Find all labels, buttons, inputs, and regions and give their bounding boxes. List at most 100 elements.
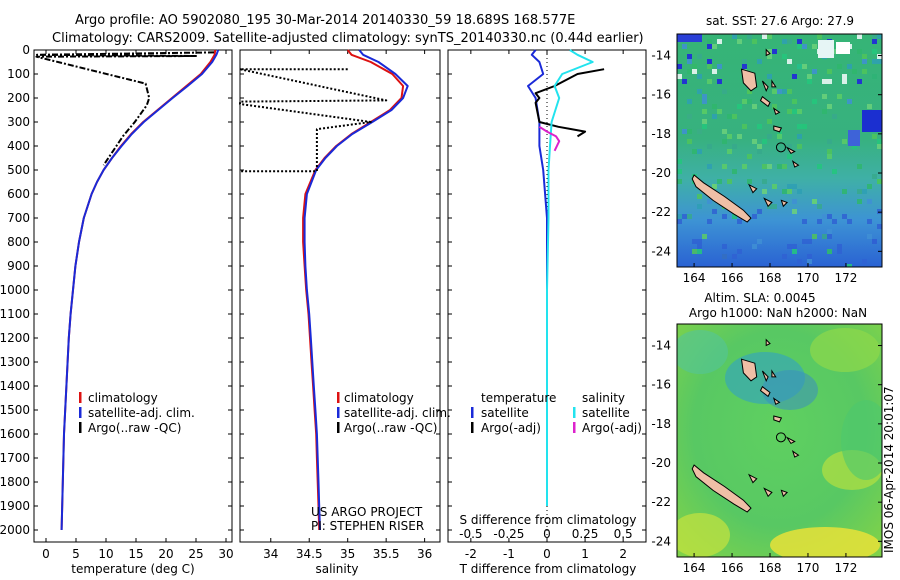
difference-legend: temperature satellite Argo(-adj) salinit… bbox=[471, 391, 642, 435]
x-tick-label: 10 bbox=[98, 547, 113, 561]
map-y-tick-label: -16 bbox=[651, 378, 671, 392]
pentecost bbox=[771, 369, 777, 378]
s-tick-label: -0.25 bbox=[493, 527, 524, 541]
sst-pixel bbox=[727, 179, 732, 184]
legend-mark-temp-argo bbox=[471, 422, 474, 433]
sla-map-subtitle: Argo h1000: NaN h2000: NaN bbox=[689, 306, 867, 320]
s-tick-label: 0.5 bbox=[614, 527, 633, 541]
legend-label-climatology: climatology bbox=[88, 391, 158, 405]
sst-pixel bbox=[707, 144, 712, 149]
temperature-x-axis: 0 5 10 15 20 25 30 bbox=[42, 50, 234, 561]
sst-pixel bbox=[682, 44, 687, 49]
map-x-tick-label: 172 bbox=[834, 271, 857, 285]
sst-pixel bbox=[867, 199, 872, 204]
sst-pixel bbox=[707, 44, 712, 49]
sst-pixel bbox=[797, 144, 802, 149]
sst-cold-patch bbox=[848, 130, 860, 146]
sst-pixel bbox=[872, 74, 877, 79]
sst-pixel bbox=[877, 209, 882, 214]
sst-cold-patch bbox=[862, 110, 882, 132]
sst-pixel bbox=[817, 34, 822, 39]
x-tick-label: 25 bbox=[188, 547, 203, 561]
sst-pixel bbox=[872, 174, 877, 179]
sla-map-frame bbox=[676, 323, 883, 558]
sst-pixel bbox=[797, 44, 802, 49]
depth-tick-label: 100 bbox=[7, 67, 30, 81]
sst-pixel bbox=[687, 129, 692, 134]
sst-pixel bbox=[867, 184, 872, 189]
sst-pixel bbox=[717, 109, 722, 114]
ouvea bbox=[747, 473, 758, 484]
salinity-legend: climatology satellite-adj. clim. Argo(..… bbox=[337, 391, 451, 435]
sst-pixel bbox=[857, 164, 862, 169]
sst-texture bbox=[677, 34, 882, 267]
banks-island bbox=[765, 338, 771, 347]
sst-pixel bbox=[772, 204, 777, 209]
legend-mark-climatology bbox=[337, 392, 340, 403]
sst-pixel bbox=[782, 254, 787, 259]
sst-pixel bbox=[692, 149, 697, 154]
sst-pixel bbox=[677, 169, 682, 174]
sst-pixel bbox=[717, 39, 722, 44]
new-caledonia bbox=[691, 464, 752, 513]
sst-pixel bbox=[877, 224, 882, 229]
pi-annotation: PI: STEPHEN RISER bbox=[311, 519, 424, 533]
sst-pixel bbox=[812, 199, 817, 204]
sst-pixel bbox=[877, 34, 882, 39]
map-x-tick-label: 170 bbox=[797, 271, 820, 285]
mare bbox=[780, 489, 789, 498]
legend-label-temp-satellite: satellite bbox=[481, 406, 529, 420]
sst-pixel bbox=[722, 89, 727, 94]
depth-tick-label: 800 bbox=[7, 235, 30, 249]
map-y-tick-label: -16 bbox=[651, 88, 671, 102]
climatology-line bbox=[60, 49, 217, 531]
temperature-axes-frame bbox=[33, 49, 233, 543]
sst-pixel bbox=[842, 189, 847, 194]
sst-pixel bbox=[777, 164, 782, 169]
sst-pixel bbox=[767, 134, 772, 139]
sst-pixel bbox=[792, 109, 797, 114]
new-caledonia bbox=[691, 174, 752, 223]
sst-field bbox=[677, 34, 882, 267]
x-tick-label: -1 bbox=[503, 547, 515, 561]
legend-mark-argo bbox=[337, 422, 340, 433]
sst-pixel bbox=[687, 214, 692, 219]
sst-pixel bbox=[792, 244, 797, 249]
sst-pixel bbox=[752, 39, 757, 44]
sst-pixel bbox=[707, 264, 712, 267]
sst-pixel bbox=[787, 89, 792, 94]
depth-tick-label: 1000 bbox=[0, 283, 30, 297]
sst-pixel bbox=[762, 34, 767, 39]
depth-tick-label: 300 bbox=[7, 115, 30, 129]
sst-pixel bbox=[782, 54, 787, 59]
sst-pixel bbox=[737, 249, 742, 254]
sst-pixel bbox=[697, 54, 702, 59]
sst-pixel bbox=[792, 74, 797, 79]
sst-pixel bbox=[717, 64, 722, 69]
sst-pixel bbox=[802, 124, 807, 129]
sst-pixel bbox=[747, 99, 752, 104]
sst-pixel bbox=[822, 234, 827, 239]
depth-tick-label: 1400 bbox=[0, 379, 30, 393]
sst-pixel bbox=[827, 149, 832, 154]
sst-pixel bbox=[762, 164, 767, 169]
sst-pixel bbox=[702, 99, 707, 104]
sst-pixel bbox=[812, 69, 817, 74]
sst-pixel bbox=[842, 139, 847, 144]
sst-pixel bbox=[822, 94, 827, 99]
x-tick-label: 0 bbox=[42, 547, 50, 561]
sst-map-axes: 164 166 168 170 172 -14 -16 -18 -20 -22 -24 bbox=[651, 49, 882, 285]
map-x-tick-label: 166 bbox=[721, 561, 744, 575]
sst-pixel bbox=[842, 214, 847, 219]
legend-mark-satellite bbox=[79, 407, 82, 418]
sst-pixel bbox=[727, 134, 732, 139]
sst-pixel bbox=[702, 234, 707, 239]
sla-low-anomaly bbox=[762, 370, 818, 410]
ouvea bbox=[747, 183, 758, 194]
sla-high-anomaly bbox=[770, 527, 880, 557]
depth-tick-label: 500 bbox=[7, 163, 30, 177]
sst-pixel bbox=[782, 164, 787, 169]
map-y-tick-label: -20 bbox=[651, 456, 671, 470]
sst-pixel bbox=[742, 99, 747, 104]
